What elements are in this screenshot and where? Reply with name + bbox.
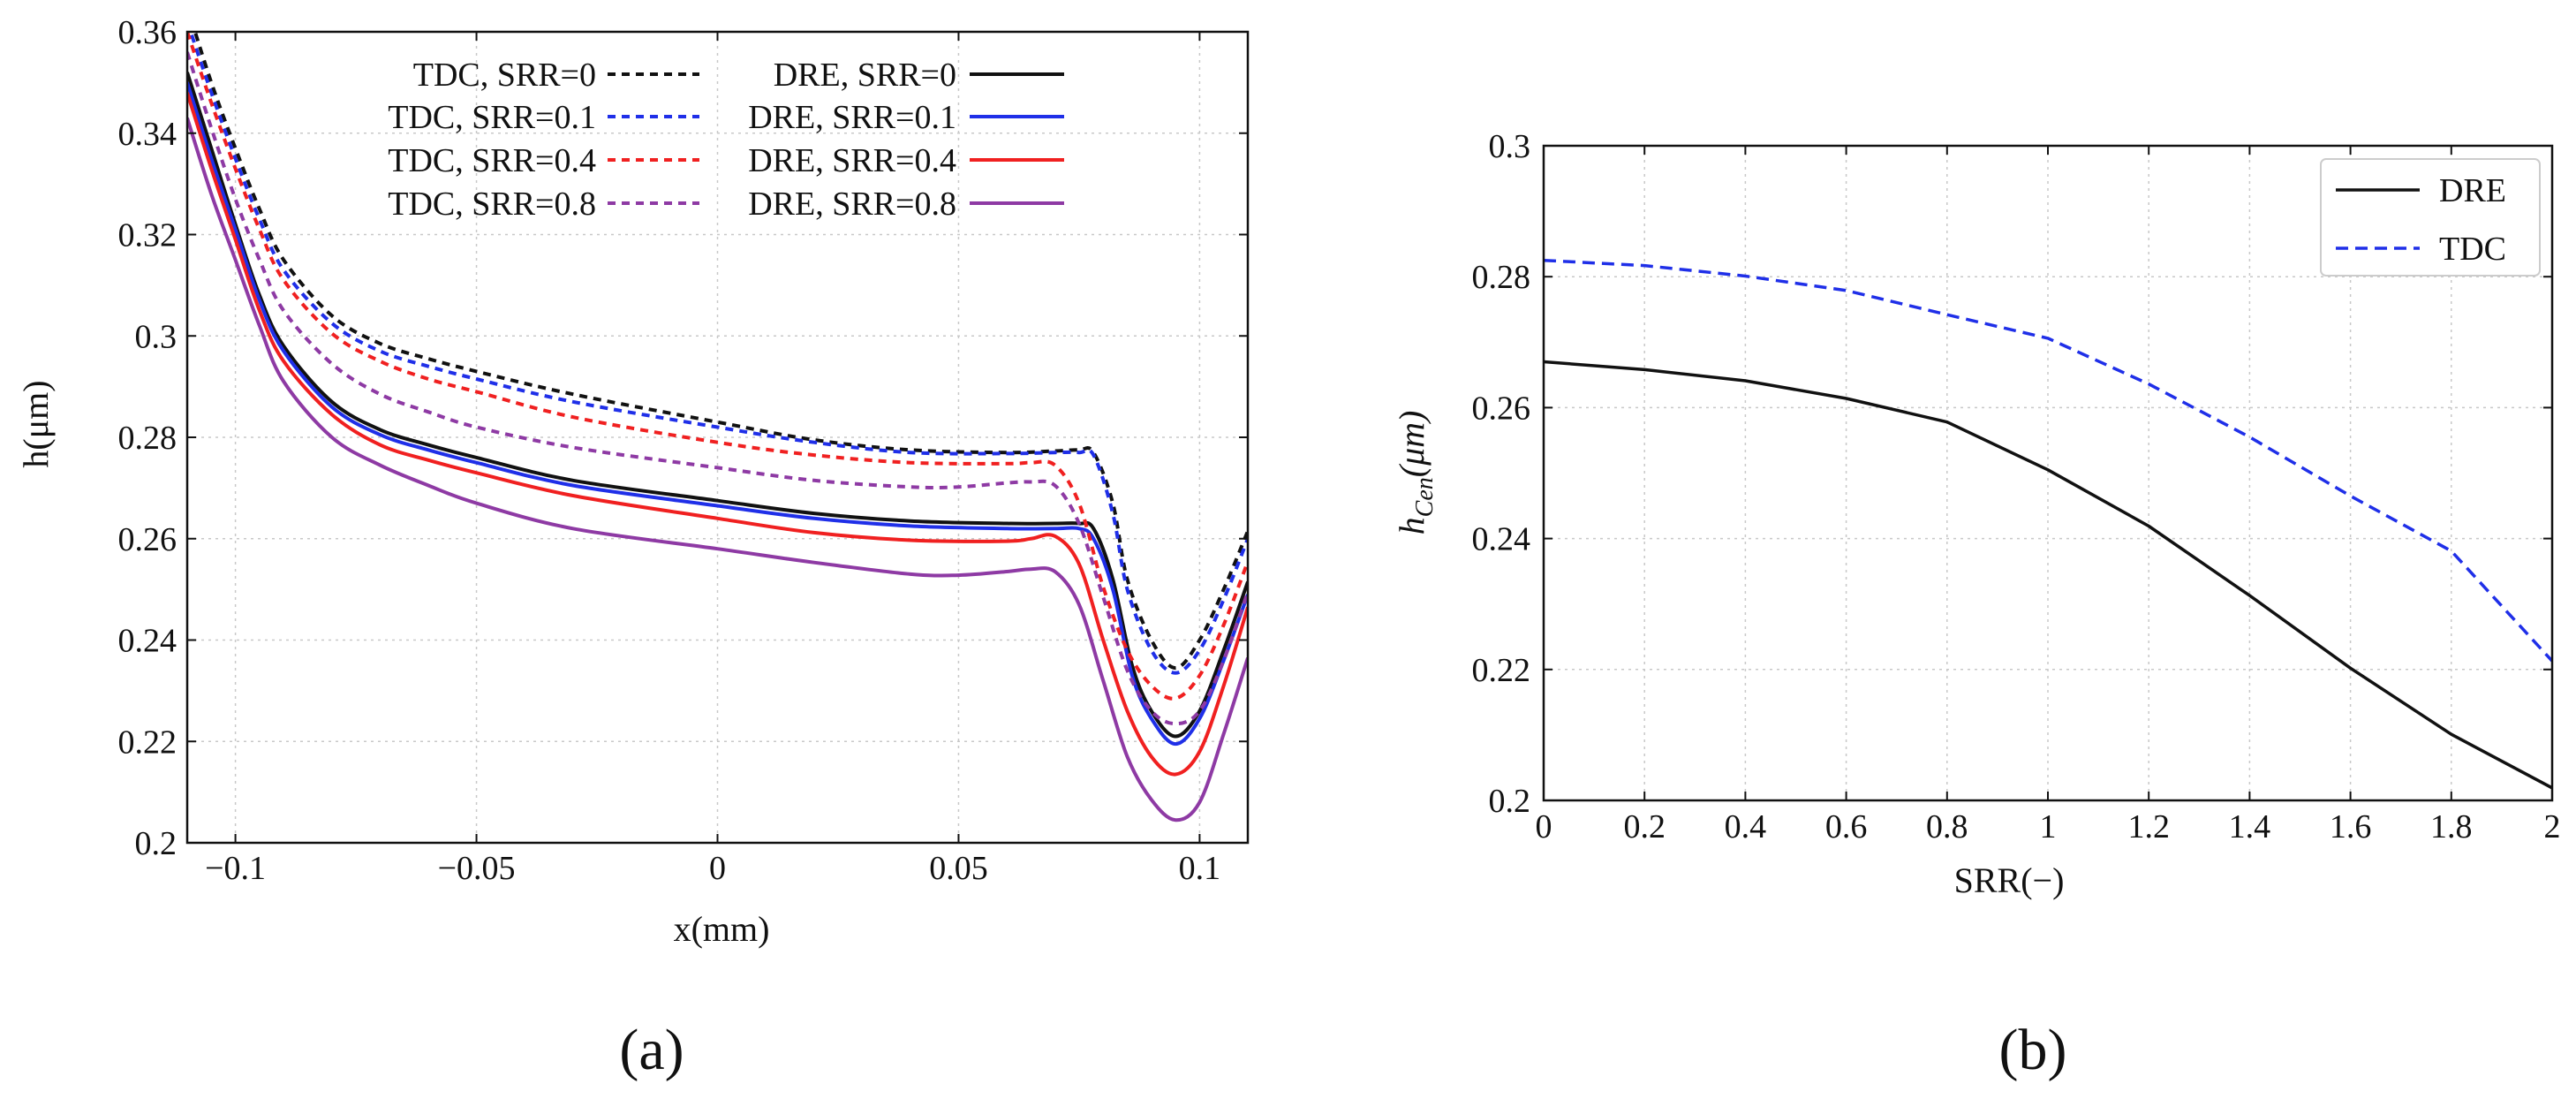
chart-a-x-axis-label: x(mm) xyxy=(674,909,770,949)
chart-b-legend: DRE TDC xyxy=(2320,158,2541,277)
chart-b-x-tick-label: 1.8 xyxy=(2430,808,2473,845)
chart-a-x-tick-label: −0.05 xyxy=(438,850,516,887)
chart-a-legend-label: DRE, SRR=0.4 xyxy=(748,142,956,179)
chart-a-y-tick-label: 0.36 xyxy=(118,14,178,51)
panel-label-a: (a) xyxy=(619,1018,684,1082)
chart-b-y-tick-label: 0.28 xyxy=(1472,259,1531,296)
chart-b-x-tick-label: 1.4 xyxy=(2229,808,2271,845)
chart-a-series-tdc-srr-0-1 xyxy=(188,32,1248,675)
chart-a-legend-label: TDC, SRR=0.4 xyxy=(388,142,596,179)
chart-b-x-tick-label: 0.4 xyxy=(1725,808,1767,845)
chart-a-series-dre-srr-0-4 xyxy=(187,92,1248,777)
chart-b-y-axis-label-unit: (μm) xyxy=(1392,411,1432,478)
chart-b-x-tick-label: 1.2 xyxy=(2127,808,2170,845)
chart-a: −0.1 −0.05 0 0.05 0.1 0.2 0.22 0.24 0.26 0.28 0.3 0… xyxy=(16,14,1250,1082)
chart-b-series xyxy=(1544,258,2552,790)
chart-a-series-dre-srr-0 xyxy=(187,72,1248,739)
chart-b-y-axis-label-main: h xyxy=(1392,517,1432,534)
chart-b-x-axis-label: SRR(−) xyxy=(1954,860,2065,900)
chart-b-x-tick-label: 2 xyxy=(2544,808,2561,845)
chart-a-y-axis-label: h(μm) xyxy=(16,380,56,467)
chart-a-y-tick-label: 0.34 xyxy=(118,116,178,153)
chart-a-series-tdc-srr-0-4 xyxy=(187,32,1248,701)
chart-b-legend-box xyxy=(2320,158,2541,277)
chart-a-legend-label: DRE, SRR=0.8 xyxy=(748,186,956,223)
chart-a-series-dre-srr-0-8 xyxy=(187,117,1248,822)
chart-a-x-tick-label: 0.05 xyxy=(929,850,988,887)
chart-b-x-tick-label: 0.2 xyxy=(1623,808,1666,845)
chart-a-legend-label: TDC, SRR=0.8 xyxy=(388,186,596,223)
chart-a-series xyxy=(187,32,1248,822)
chart-a-x-tick-label: −0.1 xyxy=(205,850,266,887)
chart-a-y-tick-label: 0.26 xyxy=(118,521,178,558)
chart-a-y-tick-label: 0.24 xyxy=(118,623,178,660)
chart-a-legend-label: TDC, SRR=0.1 xyxy=(388,99,596,136)
chart-b-series-dre xyxy=(1544,360,2552,790)
chart-a-y-tick-label: 0.22 xyxy=(118,724,178,761)
chart-b-y-tick-label: 0.2 xyxy=(1489,783,1531,820)
chart-a-y-tick-label: 0.3 xyxy=(135,318,178,355)
chart-b-x-tick-label: 0 xyxy=(1536,808,1552,845)
chart-a-series-tdc-srr-0-8 xyxy=(187,51,1248,726)
chart-a-ticks: −0.1 −0.05 0 0.05 0.1 0.2 0.22 0.24 0.26 0.28 0.3 0… xyxy=(118,14,1248,887)
chart-a-y-tick-label: 0.32 xyxy=(118,217,178,254)
chart-a-y-tick-label: 0.28 xyxy=(118,420,178,457)
chart-a-x-tick-label: 0 xyxy=(709,850,726,887)
chart-a-legend: TDC, SRR=0 TDC, SRR=0.1 TDC, SRR=0.4 TDC, S… xyxy=(388,57,1064,223)
chart-a-x-tick-label: 0.1 xyxy=(1179,850,1221,887)
chart-b-y-axis-label-sub: Cen xyxy=(1411,477,1439,517)
chart-b-x-tick-label: 1 xyxy=(2040,808,2057,845)
chart-a-y-tick-label: 0.2 xyxy=(135,825,178,862)
chart-a-series-tdc-srr-0 xyxy=(193,32,1248,671)
chart-b-ticks: 0 0.2 0.4 0.6 0.8 1 1.2 1.4 1.6 1.8 20.20.220.240.… xyxy=(1472,128,2561,845)
chart-b-y-tick-label: 0.24 xyxy=(1472,521,1531,558)
chart-b-y-tick-label: 0.3 xyxy=(1489,128,1531,165)
chart-b: 0 0.2 0.4 0.6 0.8 1 1.2 1.4 1.6 1.8 20.20.220.240.… xyxy=(1392,128,2561,1082)
chart-b-legend-label: TDC xyxy=(2439,231,2506,268)
chart-b-series-tdc xyxy=(1544,258,2552,663)
chart-b-y-tick-label: 0.26 xyxy=(1472,390,1531,427)
chart-b-x-tick-label: 1.6 xyxy=(2330,808,2372,845)
chart-b-y-tick-label: 0.22 xyxy=(1472,652,1531,689)
panel-label-b: (b) xyxy=(1999,1018,2067,1082)
chart-b-y-axis-label: hCen(μm) xyxy=(1392,411,1439,535)
chart-a-legend-label: DRE, SRR=0 xyxy=(774,57,956,94)
chart-a-legend-label: DRE, SRR=0.1 xyxy=(748,99,956,136)
chart-a-series-dre-srr-0-1 xyxy=(187,81,1248,747)
chart-b-legend-label: DRE xyxy=(2439,172,2506,209)
chart-b-x-tick-label: 0.6 xyxy=(1825,808,1868,845)
chart-a-legend-label: TDC, SRR=0 xyxy=(413,57,596,94)
chart-b-x-tick-label: 0.8 xyxy=(1926,808,1968,845)
